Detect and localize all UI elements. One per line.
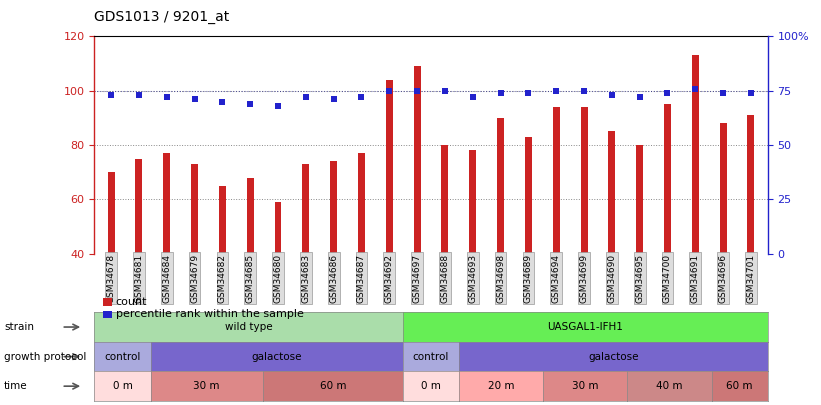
Text: GDS1013 / 9201_at: GDS1013 / 9201_at (94, 10, 230, 24)
Bar (553, 107, 560, 254)
Text: galactose: galactose (588, 352, 639, 362)
Text: galactose: galactose (251, 352, 302, 362)
Text: GSM34688: GSM34688 (440, 254, 449, 303)
Bar (247, 177, 254, 254)
Bar (135, 159, 142, 254)
Point (438, 87, 452, 94)
Text: GSM34687: GSM34687 (357, 254, 366, 303)
Point (132, 92, 145, 98)
Text: GSM34686: GSM34686 (329, 254, 338, 303)
Text: GSM34691: GSM34691 (690, 254, 699, 303)
Text: 0 m: 0 m (421, 381, 441, 391)
Bar (470, 150, 476, 254)
Text: GSM34698: GSM34698 (496, 254, 505, 303)
Text: GSM34692: GSM34692 (385, 254, 394, 303)
Point (633, 94, 646, 100)
Bar (358, 153, 365, 254)
Point (466, 94, 479, 100)
Bar (720, 123, 727, 254)
Bar (108, 172, 115, 254)
Bar (191, 164, 198, 254)
Point (300, 94, 313, 100)
Bar (330, 161, 337, 254)
Bar (302, 164, 310, 254)
Text: 20 m: 20 m (488, 381, 515, 391)
Bar (580, 107, 588, 254)
Point (355, 94, 368, 100)
Bar (692, 55, 699, 254)
Bar (608, 131, 615, 254)
Point (104, 92, 117, 98)
Text: count: count (116, 297, 147, 307)
Text: 30 m: 30 m (194, 381, 220, 391)
Text: control: control (104, 352, 140, 362)
Point (160, 94, 173, 100)
Text: GSM34696: GSM34696 (718, 254, 727, 303)
Point (244, 100, 257, 107)
Text: GSM34694: GSM34694 (552, 254, 561, 303)
Point (549, 87, 562, 94)
Bar (386, 80, 392, 254)
Text: percentile rank within the sample: percentile rank within the sample (116, 309, 304, 319)
Bar (414, 66, 420, 254)
Point (522, 90, 535, 96)
Text: GSM34697: GSM34697 (413, 254, 422, 303)
Text: GSM34701: GSM34701 (746, 254, 755, 303)
Bar (497, 118, 504, 254)
Text: wild type: wild type (225, 322, 273, 332)
Text: control: control (413, 352, 449, 362)
Point (605, 92, 618, 98)
Text: 60 m: 60 m (727, 381, 753, 391)
Point (216, 98, 229, 105)
Text: 60 m: 60 m (319, 381, 346, 391)
Text: GSM34683: GSM34683 (301, 254, 310, 303)
Text: strain: strain (4, 322, 34, 332)
Point (410, 87, 424, 94)
Text: GSM34679: GSM34679 (190, 254, 199, 303)
Point (272, 103, 285, 109)
Text: 30 m: 30 m (572, 381, 599, 391)
Text: time: time (4, 381, 28, 391)
Point (383, 87, 396, 94)
Text: GSM34693: GSM34693 (468, 254, 477, 303)
Text: GSM34684: GSM34684 (163, 254, 172, 303)
Text: GSM34685: GSM34685 (245, 254, 255, 303)
Point (577, 87, 590, 94)
Bar (442, 145, 448, 254)
Bar (636, 145, 643, 254)
Point (327, 96, 340, 102)
Text: GSM34690: GSM34690 (608, 254, 617, 303)
Text: GSM34680: GSM34680 (273, 254, 282, 303)
Text: GSM34682: GSM34682 (218, 254, 227, 303)
Bar (747, 115, 754, 254)
Bar (274, 202, 282, 254)
Point (494, 90, 507, 96)
Text: 0 m: 0 m (112, 381, 132, 391)
Text: GSM34699: GSM34699 (580, 254, 589, 303)
Text: 40 m: 40 m (656, 381, 683, 391)
Bar (525, 137, 532, 254)
Bar (664, 104, 671, 254)
Text: GSM34689: GSM34689 (524, 254, 533, 303)
Text: GSM34681: GSM34681 (135, 254, 144, 303)
Text: GSM34695: GSM34695 (635, 254, 644, 303)
Bar (219, 185, 226, 254)
Text: growth protocol: growth protocol (4, 352, 86, 362)
Point (745, 90, 758, 96)
Text: GSM34700: GSM34700 (663, 254, 672, 303)
Text: GSM34678: GSM34678 (107, 254, 116, 303)
Text: UASGAL1-IFH1: UASGAL1-IFH1 (548, 322, 623, 332)
Point (689, 85, 702, 92)
Bar (163, 153, 170, 254)
Point (717, 90, 730, 96)
Point (661, 90, 674, 96)
Point (188, 96, 201, 102)
